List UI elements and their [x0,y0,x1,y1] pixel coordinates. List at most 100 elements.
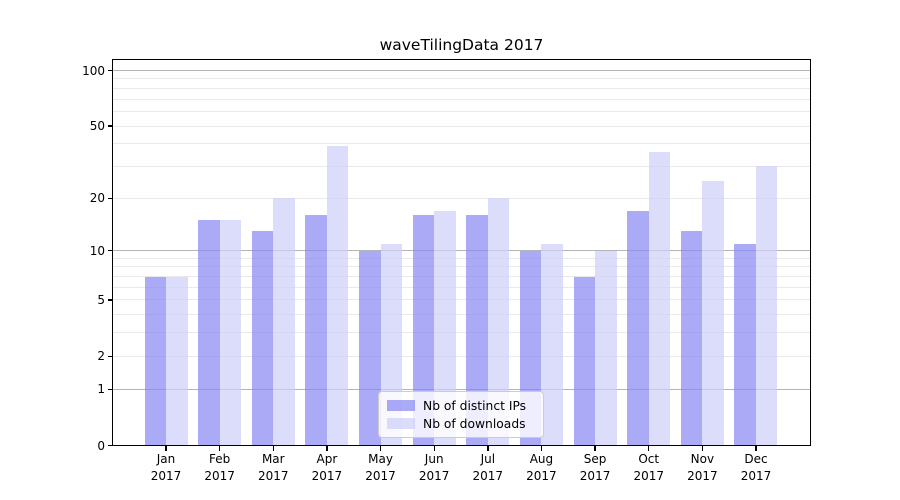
bar-distinct-ips-jun [412,215,435,445]
month-label: Feb [209,452,231,466]
bar-distinct-ips-jan [144,276,166,445]
x-axis-tick-label: Jun 2017 [402,451,466,484]
x-axis-tick-label: May 2017 [349,451,413,484]
bar-downloads-dec [755,166,778,445]
minor-gridline [113,286,810,288]
minor-gridline [113,110,810,112]
year-label: 2017 [633,468,664,483]
x-axis-tick [594,446,596,451]
y-axis-tick-label: 10 [89,243,105,258]
y-axis-tick-label: 50 [89,119,105,134]
bar-distinct-ips-sep [573,276,596,445]
major-gridline [113,388,810,390]
year-label: 2017 [526,468,557,483]
minor-gridline [113,87,810,89]
y-axis-tick [108,444,113,447]
minor-gridline [113,332,810,334]
minor-gridline [113,299,810,301]
month-label: Jun [424,452,444,466]
x-axis-tick-label: Oct 2017 [617,451,681,484]
bar-distinct-ips-dec [734,243,756,445]
year-label: 2017 [472,468,504,483]
year-label: 2017 [365,468,396,483]
x-axis-tick [272,446,274,451]
legend-swatch-downloads [387,418,415,429]
x-axis-tick [487,446,489,451]
legend-item-distinct-ips: Nb of distinct IPs [387,399,535,413]
x-axis-tick-label: Jan 2017 [134,451,198,484]
y-axis-tick-label: 100 [82,63,105,78]
x-axis-tick-label: Feb 2017 [188,451,252,484]
x-axis-tick [379,446,382,451]
minor-gridline [113,355,810,357]
minor-gridline [113,276,810,278]
bar-distinct-ips-apr [305,215,327,445]
bar-downloads-oct [648,152,671,445]
legend-swatch-distinct-ips [387,400,415,411]
legend-item-downloads: Nb of downloads [387,417,535,431]
y-axis-tick [108,355,113,357]
x-axis-tick-label: Jul 2017 [456,451,520,484]
minor-gridline [113,143,810,145]
legend-label-downloads: Nb of downloads [423,416,526,431]
month-label: Oct [638,452,660,466]
year-label: 2017 [204,468,235,483]
y-axis-tick [108,197,113,199]
bar-downloads-sep [595,250,617,445]
x-axis-tick [433,446,435,451]
x-axis-tick [219,446,221,451]
minor-gridline [113,197,810,199]
bar-distinct-ips-feb [198,220,220,445]
x-axis-tick [326,446,328,451]
bar-downloads-mar [273,198,295,445]
bar-downloads-jun [434,210,456,445]
minor-gridline [113,125,810,127]
year-label: 2017 [579,468,611,483]
bar-downloads-feb [219,220,242,445]
x-axis-tick [165,446,167,451]
y-axis-tick [108,69,113,72]
month-label: Dec [744,452,768,466]
minor-gridline [113,266,810,268]
y-axis-tick [108,299,113,301]
bar-distinct-ips-jul [466,215,488,445]
month-label: Apr [316,452,338,466]
minor-gridline [113,314,810,316]
minor-gridline [113,165,810,167]
month-label: Nov [690,452,715,466]
legend-label-distinct-ips: Nb of distinct IPs [423,398,527,413]
major-gridline [113,69,810,72]
x-axis-tick-label: Apr 2017 [295,451,359,484]
y-axis-tick [108,125,113,127]
bar-distinct-ips-oct [627,210,649,445]
bar-downloads-jul [487,198,510,445]
minor-gridline [113,98,810,100]
x-axis-tick-label: Mar 2017 [241,451,305,484]
x-axis-tick [755,446,757,451]
year-label: 2017 [418,468,450,483]
minor-gridline [113,257,810,259]
year-label: 2017 [311,468,343,483]
y-axis-tick-label: 20 [89,191,105,206]
x-axis-tick [648,446,650,451]
bar-downloads-apr [326,145,349,445]
year-label: 2017 [687,468,718,483]
y-axis-tick-label: 0 [97,438,105,453]
y-axis-tick [108,388,113,390]
month-label: Jul [480,452,496,466]
x-axis-tick [701,446,704,451]
legend: Nb of distinct IPs Nb of downloads [378,391,544,438]
bar-distinct-ips-may [359,250,381,445]
minor-gridline [113,78,810,80]
year-label: 2017 [740,468,772,483]
bar-downloads-aug [541,243,563,445]
x-axis-tick-label: Nov 2017 [670,451,734,484]
x-axis-tick-label: Sep 2017 [563,451,627,484]
y-axis-tick-label: 1 [97,382,105,397]
bar-downloads-jan [166,276,188,445]
major-gridline [113,250,810,252]
month-label: Sep [583,452,607,466]
year-label: 2017 [150,468,182,483]
chart-title: waveTilingData 2017 [379,36,544,54]
month-label: Mar [261,452,285,466]
